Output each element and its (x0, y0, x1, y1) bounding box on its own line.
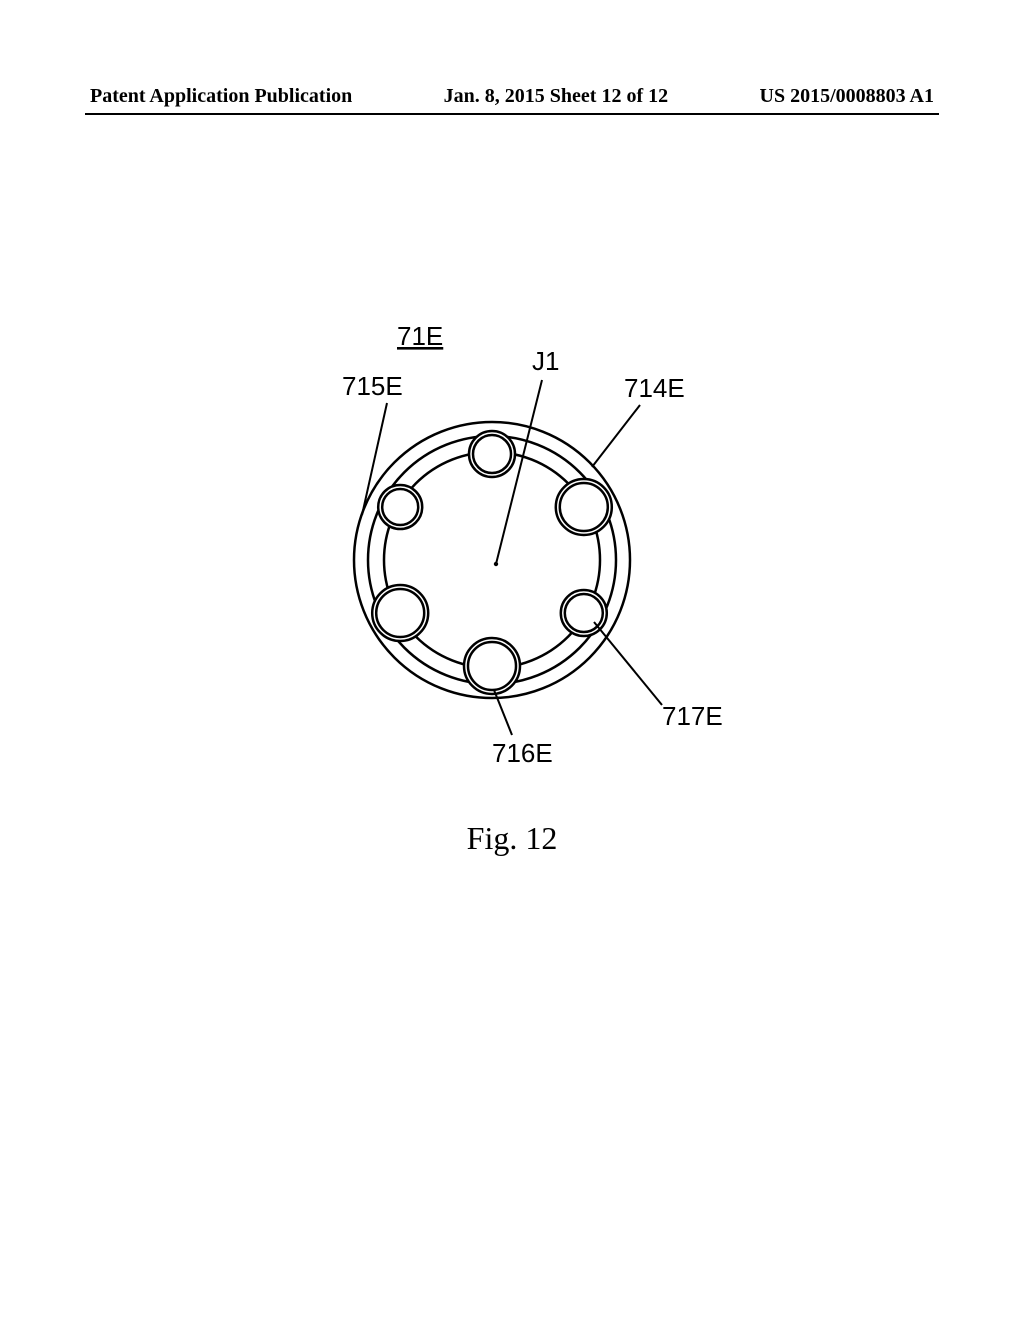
ball-3-outer (464, 638, 520, 694)
label-main: 71E (397, 321, 443, 351)
header-row: Patent Application Publication Jan. 8, 2… (90, 85, 934, 108)
page-header: Patent Application Publication Jan. 8, 2… (0, 85, 1024, 108)
ball-4-outer (372, 585, 428, 641)
leader-bottomRight (594, 622, 662, 705)
header-left: Patent Application Publication (90, 85, 352, 108)
header-center: Jan. 8, 2015 Sheet 12 of 12 (444, 85, 668, 108)
label-bottomRight: 717E (662, 701, 723, 731)
label-topRight: 714E (624, 373, 685, 403)
label-topCenter: J1 (532, 346, 559, 376)
header-right: US 2015/0008803 A1 (760, 85, 934, 108)
bearing-diagram: 71E 715E J1 714E 717E 716E (232, 320, 792, 790)
ball-0-outer (469, 431, 515, 477)
header-rule (85, 113, 939, 115)
figure-container: 71E 715E J1 714E 717E 716E (0, 320, 1024, 820)
ball-1-outer (556, 479, 612, 535)
leader-topRight (592, 405, 640, 467)
figure-caption: Fig. 12 (0, 820, 1024, 857)
ball-5-outer (378, 485, 422, 529)
label-bottom: 716E (492, 738, 553, 768)
label-topLeft: 715E (342, 371, 403, 401)
